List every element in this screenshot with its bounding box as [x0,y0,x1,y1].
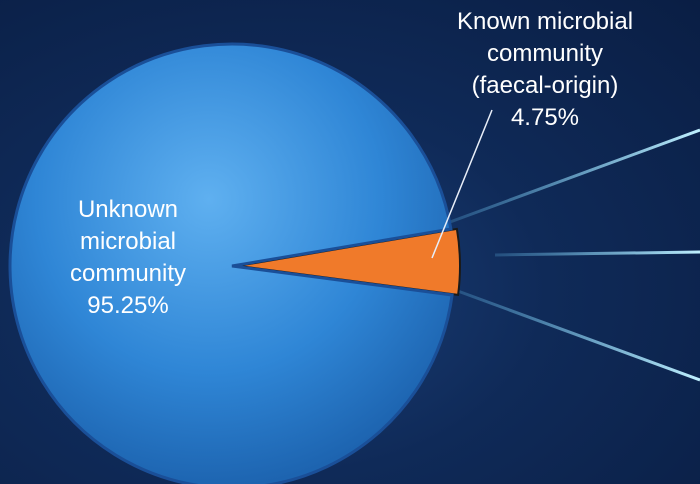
light-beams [449,128,700,382]
category-label: Unknown microbial community [69,196,187,287]
value-label: 95.25% [87,292,169,319]
pie-slice [237,227,461,296]
pie-slice [8,42,454,484]
value-label: 4.75% [510,104,580,131]
leader-line [431,109,493,259]
slice-label: Unknown microbial community 95.25% [70,194,186,322]
category-label: Known microbial community (faecal-origin… [456,8,634,99]
slice-label: Known microbial community (faecal-origin… [457,6,633,134]
